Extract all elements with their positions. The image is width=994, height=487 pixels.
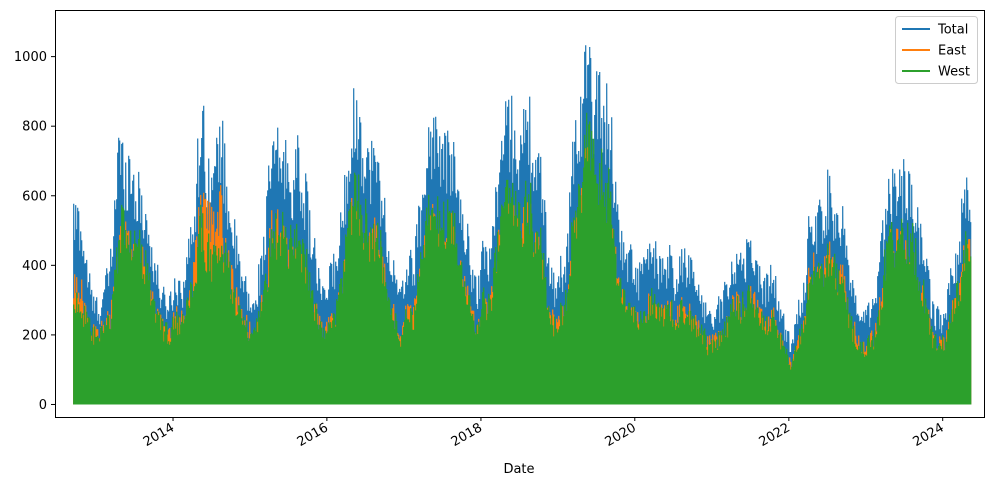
legend-label-west: West [938, 65, 970, 80]
y-tick-label: 0 [39, 398, 47, 413]
legend: Total East West [895, 16, 978, 84]
y-tick-label: 200 [22, 328, 47, 343]
y-tick-label: 600 [22, 189, 47, 204]
y-tick-label: 1000 [14, 50, 47, 65]
series-layer [73, 45, 972, 405]
x-axis-title: Date [503, 462, 534, 477]
y-tick-label: 800 [22, 120, 47, 135]
legend-box [895, 16, 978, 84]
plot-frame [55, 10, 985, 418]
legend-label-east: East [938, 44, 966, 59]
y-tick-label: 400 [22, 259, 47, 274]
legend-label-total: Total [937, 23, 968, 38]
series-line-west [73, 112, 972, 405]
y-axis: 0 200 400 600 800 1000 [14, 50, 55, 413]
